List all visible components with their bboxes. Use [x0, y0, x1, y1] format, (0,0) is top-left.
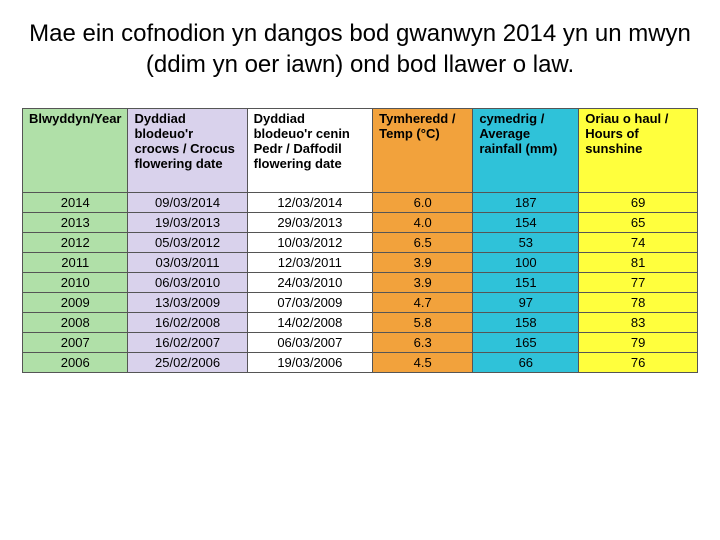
table-row: 200716/02/200706/03/20076.316579: [23, 333, 698, 353]
rain-cell: 151: [473, 273, 579, 293]
year-cell: 2009: [23, 293, 128, 313]
crocus-cell: 13/03/2009: [128, 293, 247, 313]
rain-cell: 97: [473, 293, 579, 313]
sun-cell: 74: [579, 233, 698, 253]
temp-cell: 5.8: [373, 313, 473, 333]
rain-cell: 66: [473, 353, 579, 373]
year-cell: 2012: [23, 233, 128, 253]
year-cell: 2013: [23, 213, 128, 233]
rain-cell: 100: [473, 253, 579, 273]
table-row: 201006/03/201024/03/20103.915177: [23, 273, 698, 293]
temp-cell: 4.7: [373, 293, 473, 313]
sun-cell: 77: [579, 273, 698, 293]
col-year: Blwyddyn/Year: [23, 109, 128, 193]
sun-cell: 65: [579, 213, 698, 233]
sun-cell: 79: [579, 333, 698, 353]
sun-cell: 81: [579, 253, 698, 273]
temp-cell: 4.5: [373, 353, 473, 373]
sun-cell: 69: [579, 193, 698, 213]
col-daffodil: Dyddiad blodeuo'r cenin Pedr / Daffodil …: [247, 109, 373, 193]
sun-cell: 83: [579, 313, 698, 333]
table-row: 201103/03/201112/03/20113.910081: [23, 253, 698, 273]
col-sun: Oriau o haul / Hours of sunshine: [579, 109, 698, 193]
temp-cell: 6.0: [373, 193, 473, 213]
year-cell: 2011: [23, 253, 128, 273]
crocus-cell: 09/03/2014: [128, 193, 247, 213]
temp-cell: 3.9: [373, 253, 473, 273]
daffodil-cell: 24/03/2010: [247, 273, 373, 293]
daffodil-cell: 14/02/2008: [247, 313, 373, 333]
daffodil-cell: 10/03/2012: [247, 233, 373, 253]
table-row: 201409/03/201412/03/20146.018769: [23, 193, 698, 213]
sun-cell: 76: [579, 353, 698, 373]
temp-cell: 4.0: [373, 213, 473, 233]
header-row: Blwyddyn/Year Dyddiad blodeuo'r crocws /…: [23, 109, 698, 193]
crocus-cell: 16/02/2008: [128, 313, 247, 333]
col-crocus: Dyddiad blodeuo'r crocws / Crocus flower…: [128, 109, 247, 193]
temp-cell: 6.5: [373, 233, 473, 253]
rain-cell: 187: [473, 193, 579, 213]
year-cell: 2008: [23, 313, 128, 333]
crocus-cell: 05/03/2012: [128, 233, 247, 253]
rain-cell: 165: [473, 333, 579, 353]
year-cell: 2014: [23, 193, 128, 213]
col-rain: cymedrig / Average rainfall (mm): [473, 109, 579, 193]
page-title: Mae ein cofnodion yn dangos bod gwanwyn …: [22, 18, 698, 80]
crocus-cell: 16/02/2007: [128, 333, 247, 353]
crocus-cell: 06/03/2010: [128, 273, 247, 293]
daffodil-cell: 19/03/2006: [247, 353, 373, 373]
sun-cell: 78: [579, 293, 698, 313]
temp-cell: 3.9: [373, 273, 473, 293]
year-cell: 2006: [23, 353, 128, 373]
table-row: 200913/03/200907/03/20094.79778: [23, 293, 698, 313]
daffodil-cell: 12/03/2014: [247, 193, 373, 213]
rain-cell: 53: [473, 233, 579, 253]
crocus-cell: 25/02/2006: [128, 353, 247, 373]
table-row: 200816/02/200814/02/20085.815883: [23, 313, 698, 333]
year-cell: 2007: [23, 333, 128, 353]
rain-cell: 158: [473, 313, 579, 333]
data-table: Blwyddyn/Year Dyddiad blodeuo'r crocws /…: [22, 108, 698, 373]
daffodil-cell: 29/03/2013: [247, 213, 373, 233]
crocus-cell: 19/03/2013: [128, 213, 247, 233]
crocus-cell: 03/03/2011: [128, 253, 247, 273]
temp-cell: 6.3: [373, 333, 473, 353]
daffodil-cell: 12/03/2011: [247, 253, 373, 273]
table-row: 200625/02/200619/03/20064.56676: [23, 353, 698, 373]
daffodil-cell: 07/03/2009: [247, 293, 373, 313]
col-temp: Tymheredd / Temp (°C): [373, 109, 473, 193]
rain-cell: 154: [473, 213, 579, 233]
table-row: 201205/03/201210/03/20126.55374: [23, 233, 698, 253]
daffodil-cell: 06/03/2007: [247, 333, 373, 353]
year-cell: 2010: [23, 273, 128, 293]
table-row: 201319/03/201329/03/20134.015465: [23, 213, 698, 233]
